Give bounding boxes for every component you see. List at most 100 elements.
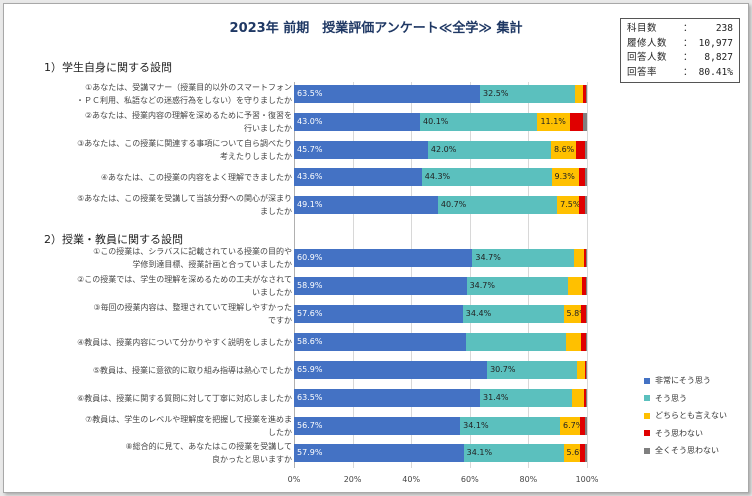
question-label: ②この授業では、学生の理解を深めるための工夫がなされて いましたか: [77, 275, 292, 297]
bar-segment: [472, 249, 575, 267]
chart-title: 2023年 前期 授業評価アンケート≪全学≫ 集計: [229, 21, 523, 36]
question-label: ④あなたは、この授業の内容をよく理解できましたか: [100, 172, 292, 182]
legend-swatch: [644, 447, 650, 454]
bar-segment: [568, 277, 582, 295]
bar-segment: [480, 85, 576, 103]
bar-segment: [487, 361, 578, 379]
bar-segment: [437, 196, 558, 214]
bar-segment: [585, 333, 587, 351]
x-tick-label: 0%: [287, 475, 301, 484]
legend-swatch: [644, 395, 650, 402]
data-label: 45.7%: [297, 145, 323, 154]
data-label: 5.8%: [566, 309, 587, 318]
data-label: 6.7%: [563, 421, 584, 430]
bar-segment: [579, 417, 586, 435]
data-label: 40.7%: [440, 200, 467, 209]
bar-segment: [557, 196, 580, 214]
data-label: 43.0%: [297, 117, 323, 126]
bar-segment: [585, 444, 587, 462]
bar-segment: [560, 417, 580, 435]
bar-segment: [551, 168, 579, 186]
data-label: 65.9%: [297, 365, 323, 374]
bar-segment: [537, 113, 570, 131]
stat-label: 回答率: [627, 66, 658, 78]
stat-value: 238: [715, 23, 733, 34]
data-label: 56.7%: [297, 421, 323, 430]
bar-segment: [294, 444, 464, 462]
section-2-title: 2）授業・教員に関する設問: [44, 233, 183, 246]
bar-segment: [585, 305, 587, 323]
bar-segment: [294, 305, 463, 323]
data-label: 31.4%: [483, 393, 509, 402]
bar-segment: [582, 85, 586, 103]
legend-item: そう思わない: [644, 425, 727, 443]
data-label: 44.3%: [424, 172, 451, 181]
legend-item: どちらとも言えない: [644, 407, 727, 425]
data-label: 5.6%: [566, 448, 587, 457]
data-label: 34.1%: [463, 421, 489, 430]
data-label: 11.1%: [540, 117, 566, 126]
data-label: 8.6%: [553, 145, 575, 154]
data-label: 34.4%: [465, 309, 492, 318]
stat-label: 回答人数: [627, 52, 668, 63]
bar-segment: [574, 249, 585, 267]
legend-label: そう思う: [655, 393, 687, 403]
gridline: [469, 82, 471, 468]
y-axis-line: [294, 82, 295, 468]
bar-segment: [580, 333, 586, 351]
data-label: 57.6%: [297, 309, 323, 318]
bar-segment: [578, 168, 586, 186]
x-tick-label: 20%: [343, 475, 362, 484]
bar-segment: [550, 141, 577, 159]
bar-segment: [565, 333, 581, 351]
bar-segment: [579, 196, 586, 214]
bar-segment: [294, 113, 420, 131]
legend-swatch: [644, 430, 650, 437]
stat-row: 科目数： 238: [627, 22, 739, 37]
bar-segment: [294, 361, 488, 379]
question-label: ①あなたは、受講マナー（授業目的以外のスマートフォン ・ＰＣ利用、私語などの迷惑行…: [76, 83, 292, 105]
bar-segment: [463, 444, 564, 462]
x-tick-label: 40%: [402, 475, 421, 484]
legend-item: 全くそう思わない: [644, 442, 727, 460]
bar-segment: [294, 417, 461, 435]
bar-segment: [466, 277, 569, 295]
bar-segment: [580, 305, 586, 323]
gridline: [352, 82, 354, 468]
question-label: ④教員は、授業内容について分かりやすく説明をしましたか: [77, 337, 292, 347]
data-label: 30.7%: [490, 365, 516, 374]
data-label: 32.5%: [483, 89, 509, 98]
bar-segment: [294, 333, 466, 351]
bar-segment: [563, 444, 580, 462]
bar-segment: [585, 168, 587, 186]
bar-segment: [584, 361, 587, 379]
data-label: 34.7%: [475, 253, 501, 262]
question-label: ⑤あなたは、この授業を受講して当該分野への関心が深まり ましたか: [77, 194, 292, 216]
bar-segment: [583, 389, 587, 407]
stat-label: 科目数: [627, 23, 658, 34]
bar-segment: [576, 141, 585, 159]
bar-segment: [294, 277, 467, 295]
legend-label: 全くそう思わない: [655, 446, 719, 456]
bar-segment: [480, 389, 573, 407]
data-label: 7.5%: [560, 200, 581, 209]
question-label: ③毎回の授業内容は、整理されていて理解しやすかった ですか: [93, 303, 292, 325]
data-label: 34.7%: [469, 281, 495, 290]
question-label: ⑦教員は、学生のレベルや理解度を把握して授業を進めま したか: [85, 415, 292, 437]
legend-item: 非常にそう思う: [644, 372, 727, 390]
legend: 非常にそう思うそう思うどちらとも言えない そう思わない全くそう思わない: [644, 372, 727, 460]
bar-segment: [581, 277, 586, 295]
bar-segment: [585, 417, 587, 435]
bar-segment: [582, 113, 587, 131]
bar-segment: [462, 305, 564, 323]
chart-frame: 2023年 前期 授業評価アンケート≪全学≫ 集計 科目数： 238 履修人数： 1…: [3, 3, 749, 493]
bar-segment: [465, 333, 566, 351]
stat-value: 8,827: [704, 52, 733, 63]
data-label: 42.0%: [430, 145, 457, 154]
bar-segment: [294, 249, 473, 267]
bar-segment: [585, 277, 587, 295]
data-label: 57.9%: [297, 448, 323, 457]
bar-segment: [575, 85, 583, 103]
stat-row: 回答率： 80.41%: [627, 66, 739, 81]
stats-box: 科目数： 238 履修人数： 10,977 回答人数： 8,827 回答率： 80.41…: [620, 18, 740, 83]
